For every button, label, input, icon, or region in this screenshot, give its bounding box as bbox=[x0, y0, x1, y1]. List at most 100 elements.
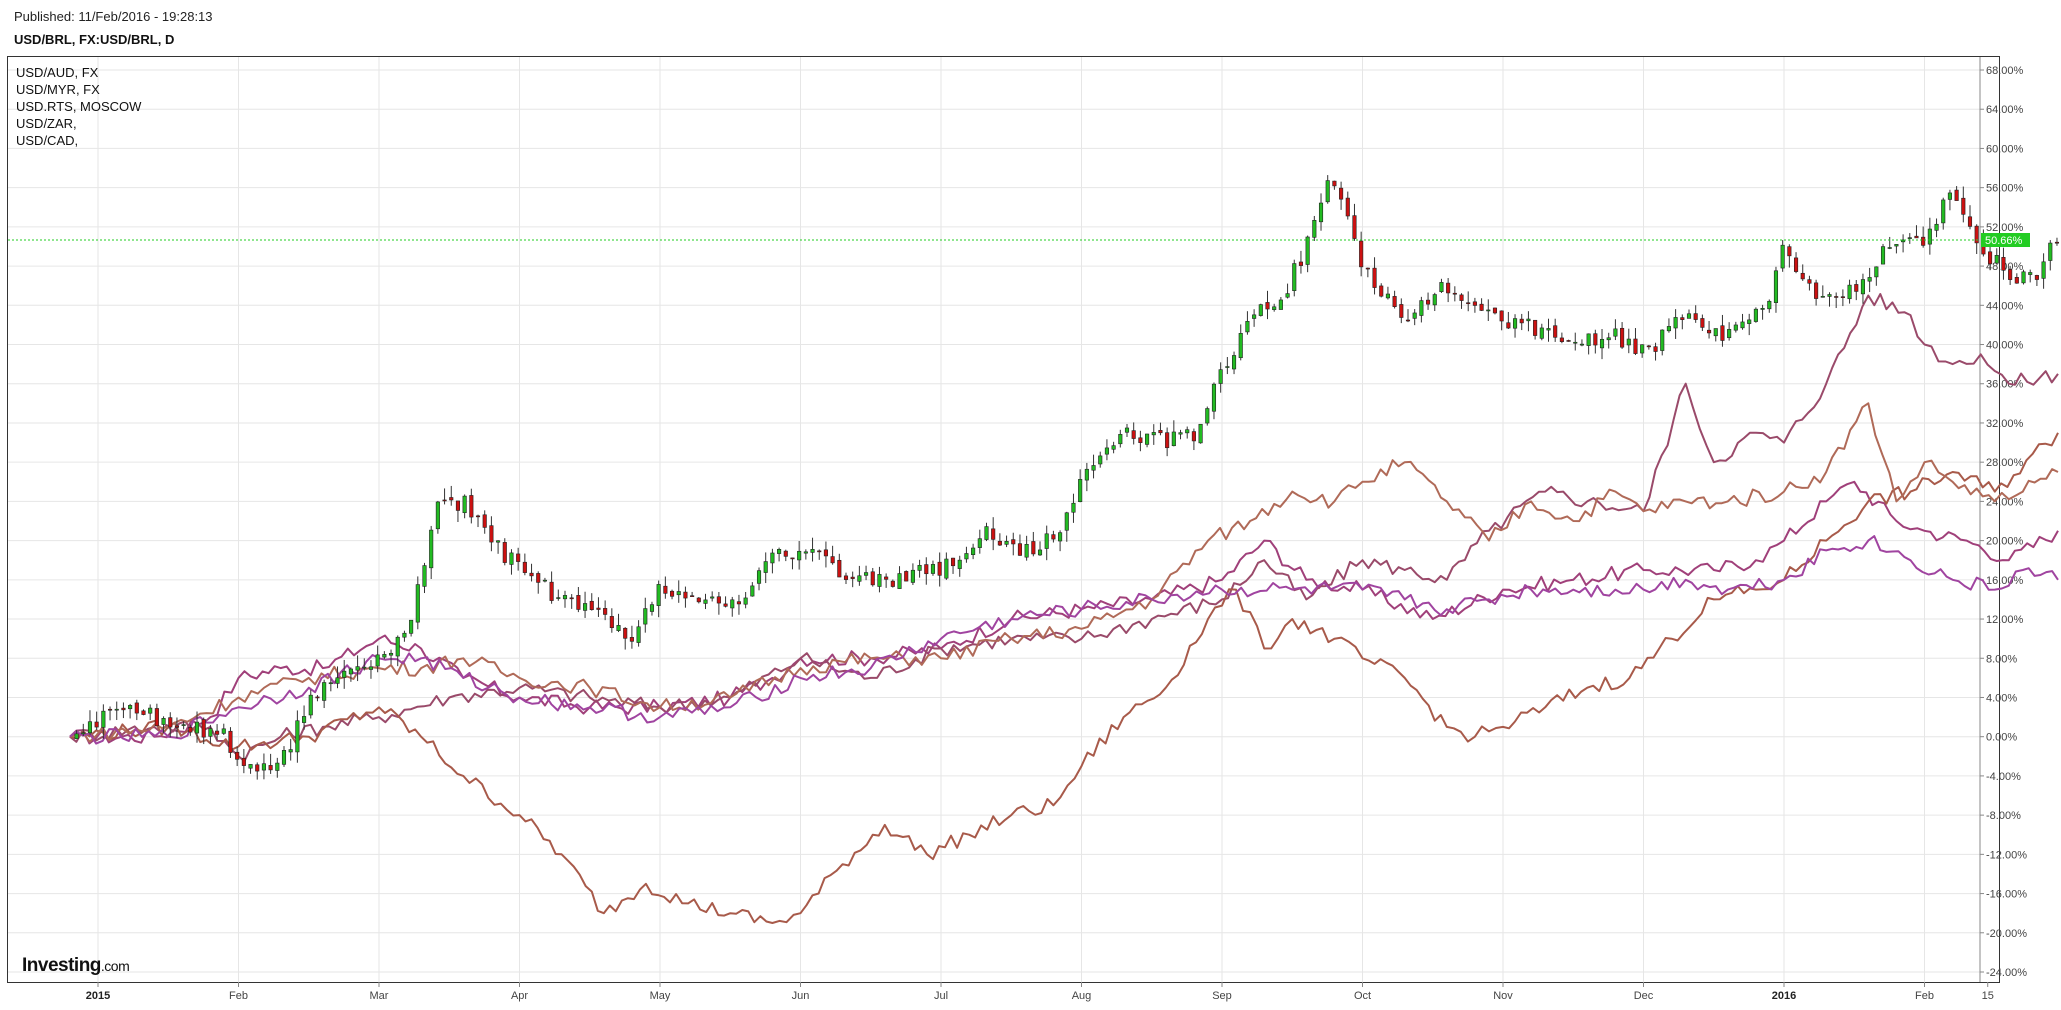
y-tick-label: 52.00% bbox=[1986, 222, 2024, 234]
candle-down bbox=[890, 580, 895, 587]
candle-up bbox=[1124, 427, 1130, 433]
x-tick-label: Oct bbox=[1354, 990, 1371, 1002]
candle-up bbox=[1432, 294, 1437, 306]
legend-item-usd-cad[interactable]: USD/CAD, bbox=[16, 133, 79, 148]
candle-down bbox=[188, 727, 193, 733]
candle-down bbox=[2034, 275, 2039, 280]
candle-down bbox=[1265, 302, 1270, 310]
legend-item-usd-aud[interactable]: USD/AUD, FX bbox=[16, 65, 99, 80]
candle-up bbox=[562, 595, 568, 600]
y-tick-label: 40.00% bbox=[1986, 340, 2024, 352]
candle-up bbox=[1713, 328, 1718, 337]
candle-up bbox=[1305, 236, 1310, 265]
candle-down bbox=[154, 708, 159, 727]
candle-up bbox=[1205, 408, 1210, 424]
x-axis: 2015 Feb Mar Apr May Jun Jul Aug Sep Oct Nov Dec 201… bbox=[86, 982, 1994, 1002]
candle-up bbox=[2041, 261, 2046, 279]
candle-down bbox=[536, 573, 541, 583]
candle-up bbox=[770, 552, 775, 564]
candle-down bbox=[1988, 251, 1993, 265]
candle-up bbox=[730, 599, 735, 609]
candle-down bbox=[1680, 317, 1685, 320]
legend-item-usd-rts[interactable]: USD.RTS, MOSCOW bbox=[16, 99, 142, 114]
candle-down bbox=[174, 725, 179, 728]
candle-up bbox=[415, 584, 420, 623]
candle-up bbox=[910, 569, 915, 583]
candle-up bbox=[295, 720, 300, 753]
candle-down bbox=[228, 730, 233, 753]
candle-up bbox=[148, 707, 153, 714]
y-tick-label: 36.00% bbox=[1986, 379, 2024, 391]
candle-up bbox=[1740, 321, 1745, 329]
candle-up bbox=[1064, 512, 1069, 531]
candle-down bbox=[629, 637, 634, 642]
candle-down bbox=[950, 557, 956, 567]
candle-down bbox=[663, 585, 668, 594]
y-tick-label: 44.00% bbox=[1986, 300, 2024, 312]
candle-up bbox=[917, 564, 922, 571]
candle-up bbox=[877, 574, 882, 587]
candle-up bbox=[1613, 328, 1618, 337]
x-tick-label: Apr bbox=[511, 990, 528, 1002]
candle-down bbox=[1954, 189, 1959, 201]
candle-up bbox=[964, 553, 969, 560]
candle-up bbox=[402, 632, 407, 638]
candle-down bbox=[1533, 319, 1538, 336]
candle-down bbox=[1017, 543, 1022, 556]
candle-down bbox=[235, 751, 240, 760]
candle-up bbox=[1071, 502, 1076, 513]
candle-down bbox=[997, 540, 1002, 546]
candle-down bbox=[843, 575, 849, 580]
last-value-badge bbox=[1981, 233, 2030, 248]
investing-logo: Investing.com bbox=[22, 955, 130, 977]
comparison-lines bbox=[69, 293, 2059, 924]
candle-down bbox=[696, 597, 701, 603]
grid-lines bbox=[8, 57, 1980, 982]
candle-down bbox=[121, 707, 126, 711]
y-tick-label: 32.00% bbox=[1986, 418, 2024, 430]
candle-up bbox=[368, 666, 374, 670]
candle-down bbox=[1459, 294, 1464, 301]
candle-up bbox=[161, 718, 166, 725]
candle-down bbox=[1840, 296, 1845, 298]
candle-up bbox=[1098, 455, 1103, 465]
candle-down bbox=[502, 542, 507, 563]
chart-frame[interactable] bbox=[7, 56, 2000, 983]
candle-up bbox=[977, 538, 982, 548]
legend-item-usd-zar[interactable]: USD/ZAR, bbox=[16, 116, 77, 131]
candle-up bbox=[1599, 338, 1605, 349]
candle-up bbox=[743, 597, 748, 605]
candle-up bbox=[322, 682, 327, 701]
candle-down bbox=[569, 597, 574, 600]
candle-down bbox=[1499, 310, 1504, 322]
candle-down bbox=[823, 549, 828, 557]
candle-down bbox=[529, 572, 534, 577]
candle-down bbox=[489, 525, 494, 543]
candle-down bbox=[1707, 329, 1712, 334]
candle-up bbox=[1091, 465, 1096, 471]
candle-down bbox=[1165, 432, 1170, 449]
candle-up bbox=[1673, 317, 1678, 329]
candle-down bbox=[1446, 282, 1451, 294]
candle-up bbox=[1278, 299, 1283, 310]
candle-up bbox=[355, 666, 360, 671]
x-tick-label: May bbox=[650, 990, 671, 1002]
candle-up bbox=[509, 552, 514, 565]
y-tick-label: 64.00% bbox=[1986, 104, 2024, 116]
candle-down bbox=[1921, 236, 1926, 246]
candle-up bbox=[756, 570, 762, 584]
candle-down bbox=[596, 607, 601, 610]
candle-down bbox=[603, 608, 608, 615]
candle-up bbox=[1767, 300, 1772, 310]
candle-up bbox=[1111, 445, 1116, 450]
last-value-label: 50.66% bbox=[1985, 235, 2023, 247]
candle-down bbox=[1793, 257, 1799, 272]
candle-up bbox=[1760, 308, 1765, 310]
candle-down bbox=[475, 515, 481, 518]
candle-up bbox=[221, 728, 226, 734]
legend-item-usd-myr[interactable]: USD/MYR, FX bbox=[16, 82, 100, 97]
y-tick-label: -4.00% bbox=[1986, 771, 2021, 783]
candle-up bbox=[944, 558, 949, 579]
candle-up bbox=[194, 721, 200, 734]
